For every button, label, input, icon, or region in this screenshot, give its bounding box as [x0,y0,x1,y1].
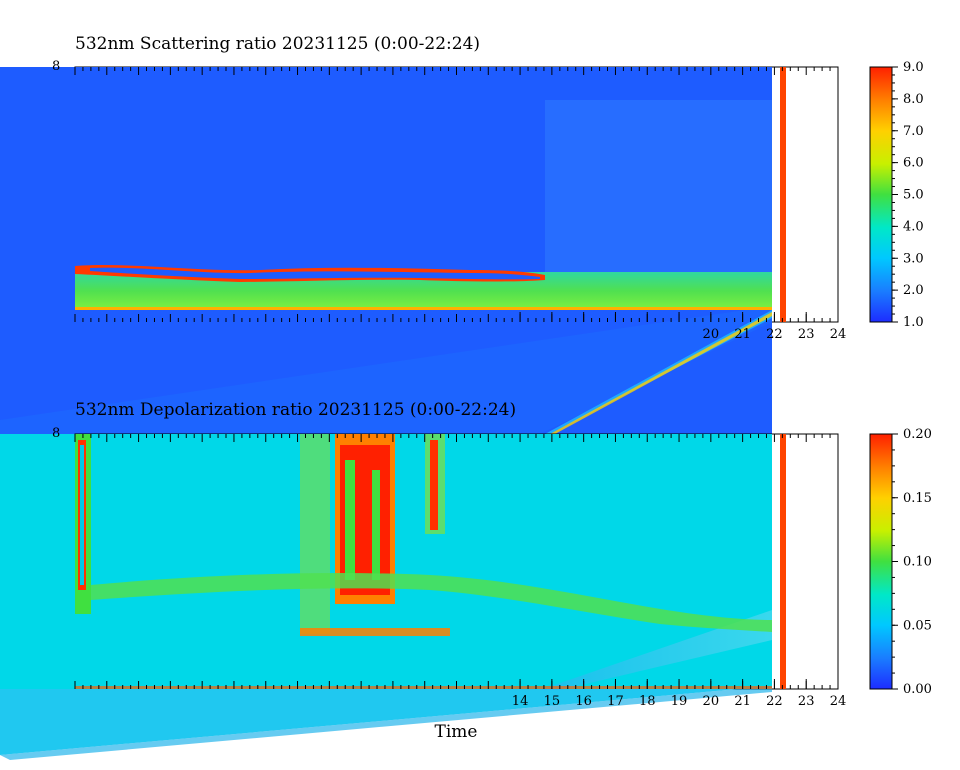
scattering-wedge-line [550,312,772,434]
data-end-marker-top [780,67,786,322]
depol-column-gap-2 [372,470,380,580]
x-tick-label-21: 21 [734,327,751,342]
x-tick-label-23: 23 [798,694,815,709]
depol-plume [91,573,772,632]
x-tick-label-18: 18 [639,694,656,709]
colorbar-tick-label: 0.05 [903,618,932,633]
depolarization-colorbar [869,433,893,690]
left-depol-center [80,445,84,585]
x-tick-label-20: 20 [703,694,720,709]
data-end-marker-bottom [780,434,786,689]
colorbar-tick-label: 8.0 [903,92,924,107]
x-tick-label-15: 15 [544,694,561,709]
colorbar-tick-label: 7.0 [903,124,924,139]
depol-column-outer [300,434,330,634]
scattering-title: 532nm Scattering ratio 20231125 (0:00-22… [75,34,480,54]
colorbar-tick-label: 2.0 [903,283,924,298]
scattering-panel: 532nm Scattering ratio 20231125 (0:00-22… [0,34,924,434]
depolarization-x-tick-labels: 14 15 16 17 18 19 20 21 22 23 24 [512,694,846,709]
scattering-y-top-label: 8 [52,59,60,74]
x-tick-label-16: 16 [575,694,592,709]
colorbar-tick-label: 0.00 [903,682,932,697]
depol-column-small-core [430,440,438,530]
x-tick-label-17: 17 [607,694,624,709]
x-tick-label-20: 20 [703,327,720,342]
x-tick-label-22: 22 [766,694,783,709]
colorbar-tick-label: 9.0 [903,60,924,75]
depolarization-panel: 532nm Depolarization ratio 20231125 (0:0… [0,400,932,760]
x-tick-label-19: 19 [671,694,688,709]
depolarization-minor-ticks [74,434,839,689]
colorbar-tick-label: 6.0 [903,156,924,171]
scattering-x-tick-labels: 20 21 22 23 24 [703,327,847,342]
depol-lower-band [300,628,450,636]
surface-edge [75,307,772,310]
depolarization-rays [540,610,772,690]
depol-column-gap-1 [345,460,355,580]
x-tick-label-21: 21 [734,694,751,709]
scattering-light-region [545,100,772,275]
x-tick-label-24: 24 [830,327,847,342]
colorbar-tick-label: 0.20 [903,427,932,442]
colorbar-tick-label: 3.0 [903,251,924,266]
scattering-colorbar-ticks: 1.0 2.0 3.0 4.0 5.0 6.0 7.0 8.0 9.0 [892,60,924,330]
cloud-top-core [90,267,540,280]
depolarization-colorbar-ticks: 0.00 0.05 0.10 0.15 0.20 [892,427,932,697]
colorbar-tick-label: 1.0 [903,315,924,330]
depol-surface-edge [75,686,772,689]
colorbar-tick-label: 0.15 [903,491,932,506]
depolarization-title: 532nm Depolarization ratio 20231125 (0:0… [75,400,516,420]
x-tick-label-22: 22 [766,327,783,342]
x-axis-label: Time [435,722,478,742]
x-tick-label-24: 24 [830,694,847,709]
colorbar-tick-label: 5.0 [903,188,924,203]
colorbar-tick-label: 0.10 [903,555,932,570]
x-tick-label-14: 14 [512,694,529,709]
scattering-wedge [0,306,772,434]
colorbar-tick-label: 4.0 [903,219,924,234]
depolarization-y-top-label: 8 [52,426,60,441]
x-tick-label-23: 23 [798,327,815,342]
depolarization-wedge-edge [0,686,772,760]
scattering-colorbar [869,66,893,323]
scattering-minor-ticks [74,67,839,322]
scattering-wedge-edge [545,310,772,434]
